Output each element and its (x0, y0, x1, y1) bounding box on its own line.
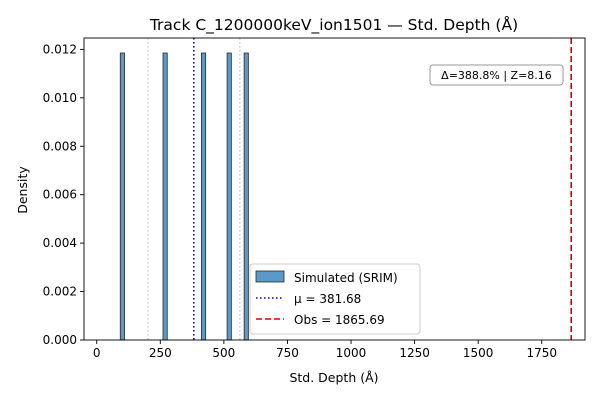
y-tick-label: 0.012 (43, 42, 77, 56)
x-tick-label: 1500 (463, 346, 494, 360)
chart-title: Track C_1200000keV_ion1501 — Std. Depth … (149, 15, 518, 35)
x-tick-label: 1000 (336, 346, 367, 360)
legend: Simulated (SRIM) μ = 381.68 Obs = 1865.6… (249, 263, 421, 335)
stats-annotation-box (429, 64, 564, 86)
y-tick-label: 0.006 (43, 188, 77, 202)
x-tick-label: 1750 (526, 346, 557, 360)
legend-swatch-simulated (255, 270, 285, 283)
legend-box (249, 263, 421, 335)
legend-label-observed: Obs = 1865.69 (294, 313, 385, 327)
histogram-bar-4 (243, 52, 249, 341)
x-tick-label: 1250 (399, 346, 430, 360)
y-axis-ticks: 0.000 0.002 0.004 0.006 0.008 0.010 0.012 (43, 42, 84, 347)
y-axis-label: Density (15, 166, 30, 214)
y-tick-label: 0.008 (43, 139, 77, 153)
stats-annotation: Δ=388.8% | Z=8.16 (429, 64, 564, 86)
x-tick-label: 500 (212, 346, 235, 360)
histogram-bar-0 (119, 52, 125, 341)
y-tick-label: 0.002 (43, 285, 77, 299)
legend-label-mean: μ = 381.68 (294, 292, 361, 306)
x-tick-label: 0 (93, 346, 101, 360)
histogram-bar-1 (162, 52, 168, 341)
x-axis-ticks: 0 250 500 750 1000 1250 1500 1750 (93, 340, 557, 360)
histogram-bar-3 (226, 52, 232, 341)
histogram-bar-2 (200, 52, 207, 341)
stats-annotation-text: Δ=388.8% | Z=8.16 (441, 69, 552, 82)
x-axis-label: Std. Depth (Å) (289, 370, 378, 385)
plot-frame (83, 37, 586, 341)
x-tick-label: 250 (149, 346, 172, 360)
y-tick-label: 0.000 (43, 333, 77, 347)
legend-label-simulated: Simulated (SRIM) (294, 271, 398, 285)
y-tick-label: 0.010 (43, 91, 77, 105)
y-tick-label: 0.004 (43, 236, 77, 250)
reference-lines (192, 38, 572, 340)
x-tick-label: 750 (276, 346, 299, 360)
